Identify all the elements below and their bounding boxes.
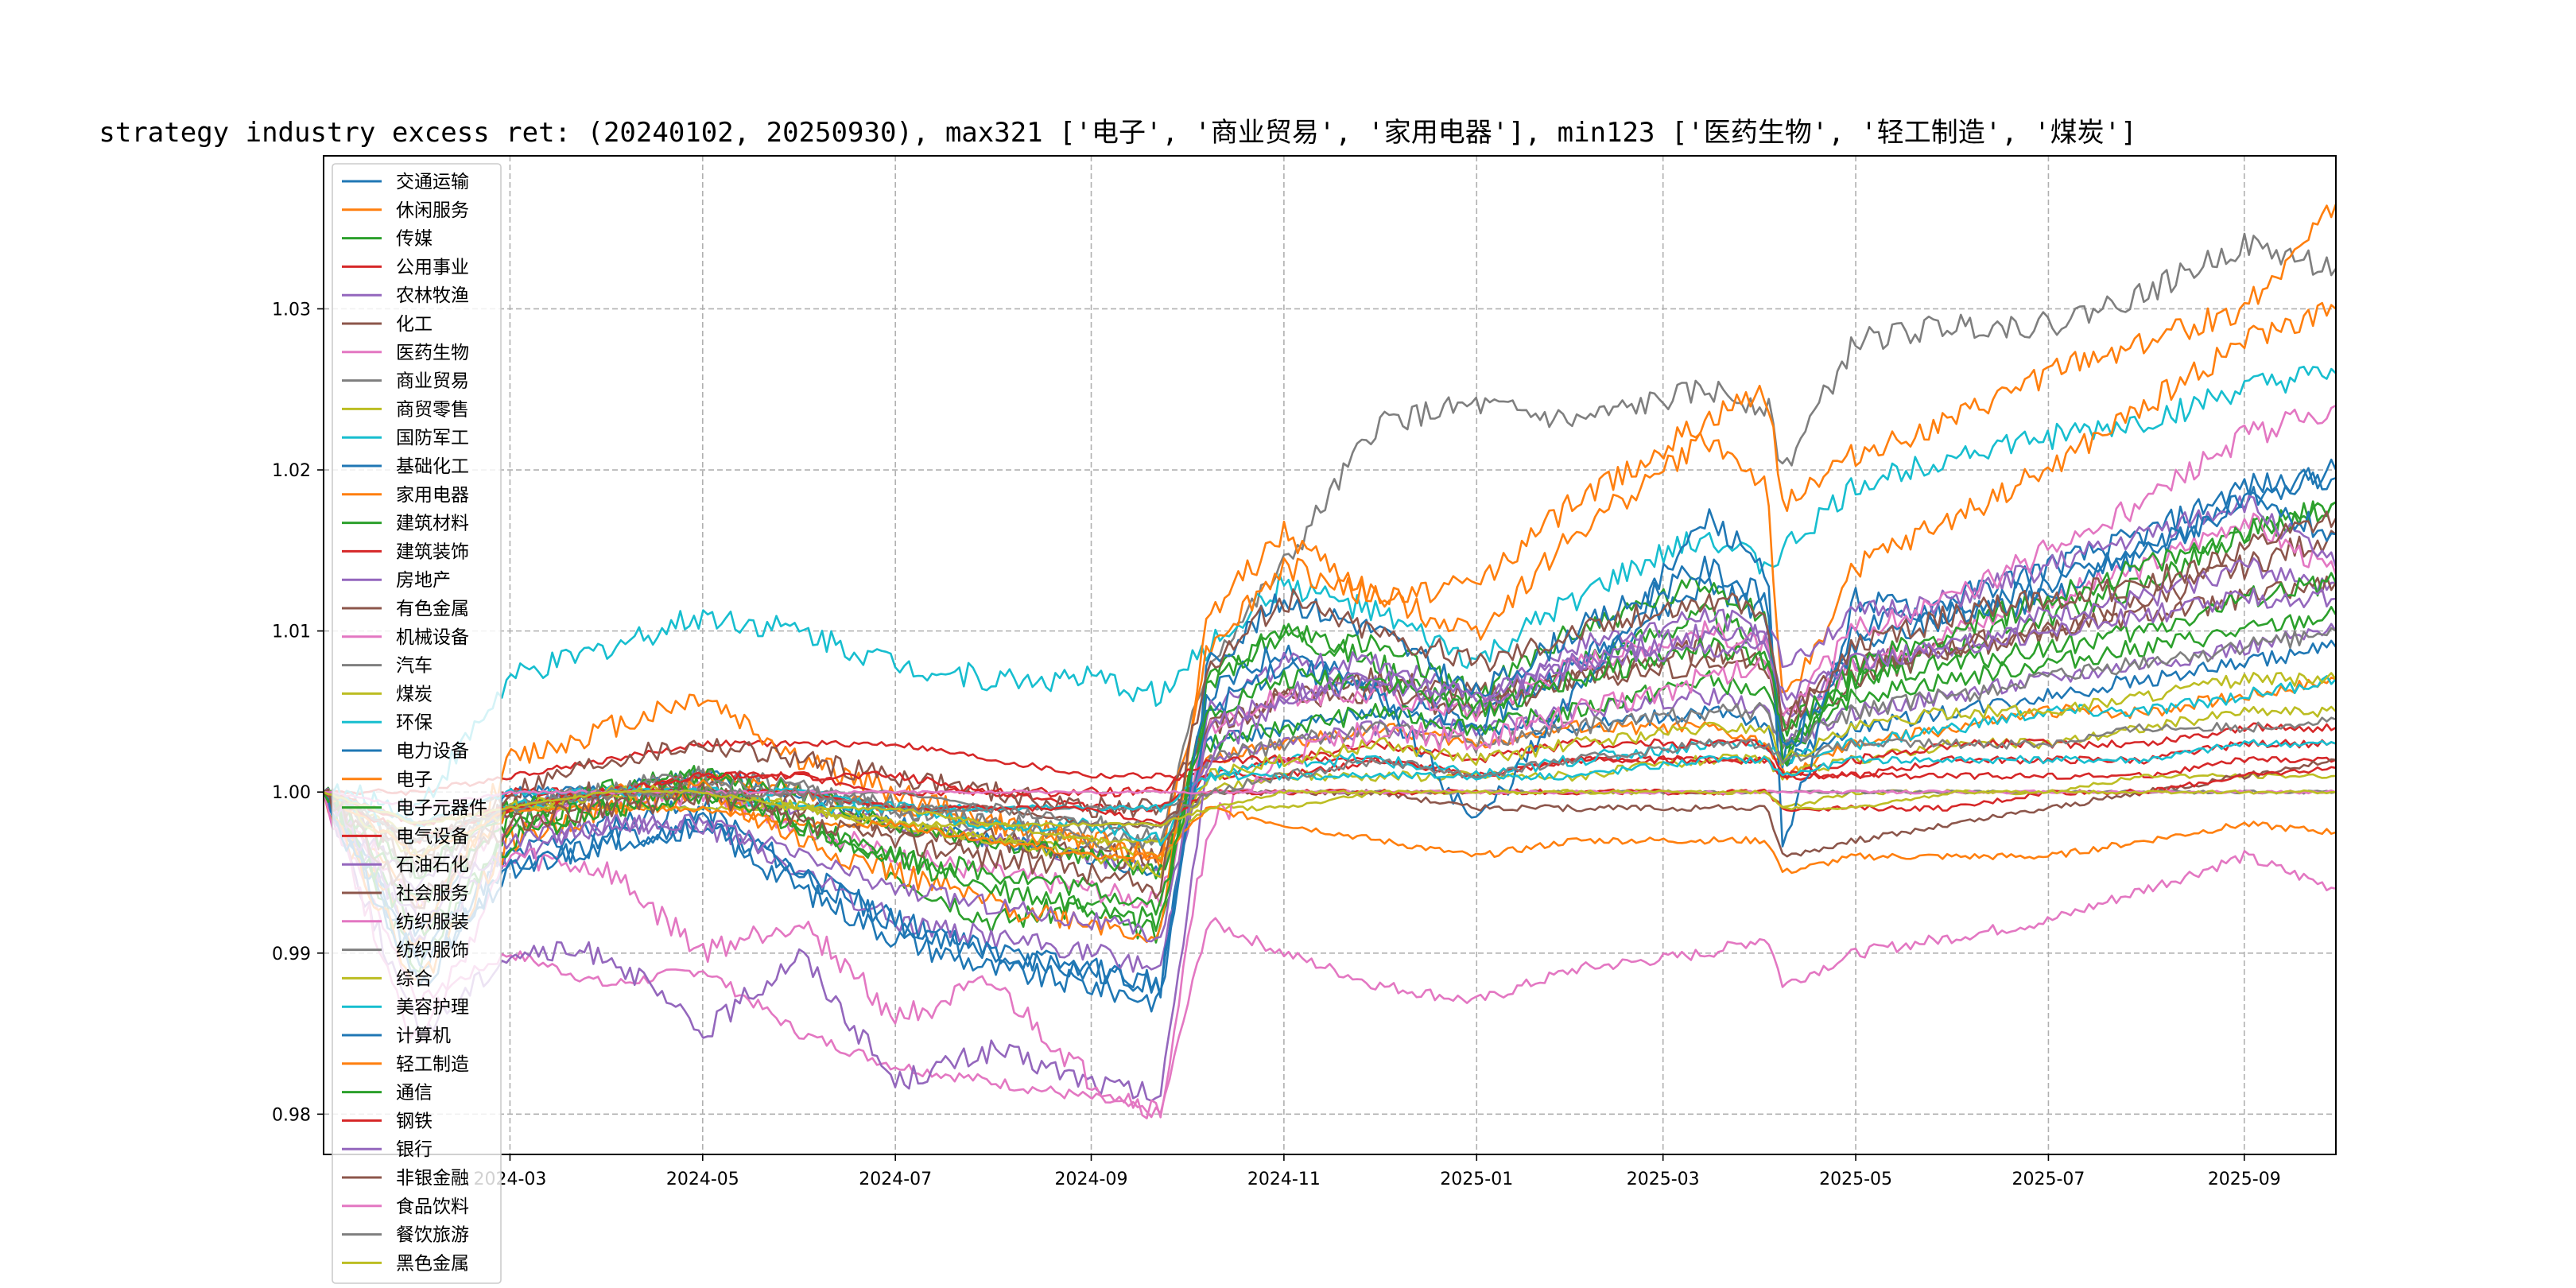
series-line: [322, 365, 2337, 819]
legend-label: 轻工制造: [396, 1054, 469, 1075]
y-tick-label: 0.98: [272, 1105, 311, 1125]
legend-label: 电气设备: [396, 826, 469, 847]
legend-label: 商贸零售: [396, 399, 469, 420]
legend: 交通运输休闲服务传媒公用事业农林牧渔化工医药生物商业贸易商贸零售国防军工基础化工…: [332, 163, 502, 1284]
legend-label: 传媒: [396, 229, 433, 250]
series-line: [323, 204, 2337, 946]
x-tick-label: 2024-11: [1247, 1170, 1321, 1189]
y-tick-label: 1.01: [272, 623, 311, 642]
series-line: [322, 301, 2337, 981]
legend-label: 国防军工: [396, 428, 469, 448]
legend-label: 商业贸易: [396, 371, 469, 392]
legend-label: 汽车: [396, 656, 433, 677]
legend-label: 美容护理: [396, 997, 469, 1018]
chart-title: strategy industry excess ret: (20240102,…: [99, 117, 2136, 149]
series-line: [322, 404, 2337, 1119]
series-line: [323, 722, 2337, 844]
x-tick-label: 2024-07: [859, 1170, 932, 1189]
legend-label: 餐饮旅游: [396, 1225, 469, 1246]
legend-label: 食品饮料: [396, 1197, 469, 1217]
series-line: [322, 791, 2337, 1119]
legend-label: 休闲服务: [396, 200, 469, 221]
legend-label: 社会服务: [396, 883, 469, 904]
legend-label: 有色金属: [396, 599, 469, 619]
series-lines: [322, 204, 2337, 1119]
plot-frame: [323, 155, 2337, 1155]
series-line: [323, 587, 2337, 943]
x-tick-label: 2025-01: [1440, 1170, 1513, 1189]
y-tick-label: 1.02: [272, 461, 311, 481]
legend-label: 钢铁: [396, 1111, 433, 1131]
legend-label: 纺织服装: [396, 912, 469, 933]
legend-label: 石油石化: [396, 855, 469, 875]
legend-label: 家用电器: [396, 485, 469, 506]
x-tick-label: 2025-03: [1627, 1170, 1700, 1189]
legend-label: 通信: [396, 1083, 433, 1104]
series-line: [322, 572, 2337, 916]
legend-label: 环保: [396, 712, 433, 733]
x-tick-label: 2025-05: [1819, 1170, 1892, 1189]
legend-label: 建筑材料: [396, 514, 469, 534]
legend-label: 交通运输: [396, 172, 469, 192]
x-tick-label: 2024-09: [1055, 1170, 1128, 1189]
legend-label: 公用事业: [396, 257, 469, 277]
x-tick-label: 2024-05: [666, 1170, 739, 1189]
y-tick-label: 0.99: [272, 945, 311, 964]
legend-label: 银行: [396, 1139, 433, 1160]
series-line: [322, 639, 2337, 937]
legend-label: 纺织服饰: [396, 941, 469, 961]
legend-label: 建筑装饰: [396, 541, 469, 562]
series-line: [323, 627, 2337, 865]
legend-label: 基础化工: [396, 456, 469, 477]
legend-label: 黑色金属: [396, 1253, 469, 1274]
series-line: [323, 716, 2337, 843]
series-line: [323, 789, 2337, 827]
legend-label: 非银金融: [396, 1168, 469, 1189]
legend-label: 煤炭: [396, 684, 433, 704]
legend-label: 电子元器件: [396, 798, 487, 819]
y-tick-label: 1.03: [272, 300, 311, 320]
legend-label: 医药生物: [396, 343, 469, 363]
y-tick-label: 1.00: [272, 783, 311, 803]
plot-area: [324, 156, 2336, 1154]
legend-label: 计算机: [396, 1026, 451, 1046]
legend-label: 化工: [396, 314, 433, 335]
legend-label: 电力设备: [396, 741, 469, 762]
legend-label: 机械设备: [396, 627, 469, 648]
legend-label: 房地产: [396, 570, 451, 591]
x-tick-label: 2025-07: [2012, 1170, 2085, 1189]
series-line: [322, 557, 2337, 973]
legend-label: 综合: [396, 968, 433, 989]
axis-ticks: 2024-03 2024-05 2024-07 2024-09 2024-11 2025-…: [272, 300, 2281, 1189]
x-tick-label: 2025-09: [2208, 1170, 2281, 1189]
legend-label: 电子: [396, 770, 433, 790]
series-line: [322, 491, 2337, 1013]
legend-box: [332, 163, 502, 1284]
legend-label: 农林牧渔: [396, 285, 469, 306]
series-line: [322, 495, 2337, 1102]
